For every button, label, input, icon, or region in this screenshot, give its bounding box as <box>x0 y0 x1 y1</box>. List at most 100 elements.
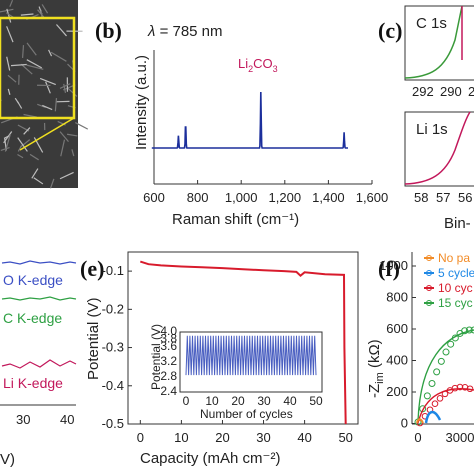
x-tick-label: 10 <box>174 430 188 445</box>
panel-f: (f) -Zim (kΩ) 1000 800 600 400 200 00 3000 No … <box>366 251 474 445</box>
micrograph-needle <box>37 103 46 109</box>
inset-ylabel: Potential (V) <box>149 324 163 390</box>
y-tick-label: -0.3 <box>102 340 124 355</box>
panel-b-xlabel: Raman shift (cm⁻¹) <box>172 211 299 228</box>
y-tick-label: -0.4 <box>102 378 124 393</box>
micrograph-needle <box>0 146 10 152</box>
panel-d-tick-40: 40 <box>60 412 74 427</box>
micrograph-needle <box>71 149 75 157</box>
panel-a-micrograph <box>0 0 89 189</box>
legend-marker <box>426 300 432 306</box>
y-tick-label: 1000 <box>379 258 408 273</box>
li1s-tick-label: 56 <box>458 190 472 205</box>
cycle10-point <box>456 383 464 391</box>
cycle15-markers <box>414 326 474 426</box>
micrograph-needle <box>60 139 66 157</box>
li1s-tick-label: 57 <box>436 190 450 205</box>
micrograph-needle <box>20 13 34 16</box>
x-tick-label: 30 <box>256 430 270 445</box>
cycling-curve <box>185 335 317 376</box>
micrograph-needle <box>10 63 27 67</box>
inset-xlabel: Number of cycles <box>200 407 293 421</box>
y-tick-label: -0.2 <box>102 301 124 316</box>
micrograph-needle <box>74 122 89 130</box>
legend-label: 15 cyc <box>438 296 473 310</box>
cycle15-point <box>423 392 431 400</box>
micrograph-needle <box>6 8 12 23</box>
legend-marker <box>426 285 432 291</box>
micrograph-needle <box>0 8 14 13</box>
x-tick-label: 1,600 <box>356 190 389 205</box>
inset-y-tick: 2.8 <box>160 369 177 383</box>
micrograph-needle <box>26 42 37 56</box>
micrograph-needle <box>26 59 43 69</box>
zoom-inset-box <box>0 16 76 120</box>
panel-e-letter: (e) <box>80 256 104 281</box>
c1s-x-ticks: 292 290 2 <box>412 84 474 99</box>
cycle15-point <box>433 368 441 376</box>
c1s-fit-curve <box>404 5 463 79</box>
micrograph-needle <box>66 87 78 97</box>
micrograph-needle <box>54 98 58 112</box>
micrograph-needle <box>29 153 39 161</box>
micrograph-needle <box>66 133 78 137</box>
micrograph-needle <box>7 88 11 95</box>
micrograph-needle <box>9 0 14 7</box>
panel-f-letter: (f) <box>378 256 400 281</box>
panel-c-xlabel: Bin- <box>444 215 471 232</box>
micrograph-image <box>0 0 78 188</box>
micrograph-needle <box>59 131 69 142</box>
micrograph-needle <box>23 127 31 135</box>
micrograph-needle <box>42 104 53 111</box>
micrograph-needle <box>31 168 39 179</box>
x-tick-label: 1,400 <box>312 190 345 205</box>
y-tick-label: 600 <box>386 321 408 336</box>
c1s-tick-label: 290 <box>440 84 462 99</box>
micrograph-needle <box>7 74 17 83</box>
micrograph-needle <box>6 56 11 71</box>
micrograph-needle <box>50 51 67 62</box>
micrograph-needle <box>49 178 55 189</box>
cycle10-point <box>441 390 449 398</box>
x-tick-label: 3000 <box>446 430 474 445</box>
micrograph-needle <box>23 113 37 118</box>
raman-spectrum-line <box>151 91 348 149</box>
y-tick-label: 800 <box>386 290 408 305</box>
li1s-tick-label: 58 <box>414 190 428 205</box>
legend-marker <box>426 270 432 276</box>
y-tick-label: 200 <box>386 384 408 399</box>
inset-y-tick: 3.8 <box>160 332 177 346</box>
micrograph-needle <box>56 24 67 37</box>
x-tick-label: 20 <box>215 430 229 445</box>
cycle15-point <box>470 326 474 334</box>
cycle10-arc <box>417 388 474 424</box>
panel-d-tick-30: 30 <box>16 412 30 427</box>
micrograph-needle <box>26 64 44 70</box>
li1s-label: Li 1s <box>416 121 448 138</box>
micrograph-needle <box>17 137 28 152</box>
c1s-label: C 1s <box>416 15 447 32</box>
micrograph-needle <box>33 177 44 185</box>
micrograph-needle <box>6 26 14 43</box>
micrograph-needle <box>59 83 71 89</box>
x-tick-label: 0 <box>414 430 421 445</box>
panel-b: (b) λ = 785 nm Intensity (a.u.) Raman sh… <box>95 18 388 228</box>
c1s-frame <box>404 5 474 81</box>
panel-b-ylabel: Intensity (a.u.) <box>133 55 150 150</box>
lambda-annotation: λ = 785 nm <box>147 23 223 40</box>
inset-x-tick: 10 <box>205 394 219 408</box>
cycle10-point <box>466 385 474 393</box>
x-tick-label: 50 <box>338 430 352 445</box>
y-tick-label: 400 <box>386 353 408 368</box>
x-tick-label: 1,000 <box>225 190 258 205</box>
li-k-edge-curve <box>1 359 77 369</box>
panel-b-letter: (b) <box>95 18 122 43</box>
inset-y-tick: 3.2 <box>160 354 177 368</box>
o-k-edge-curve <box>1 260 77 265</box>
c1s-tick-label: 292 <box>412 84 434 99</box>
li-k-edge-label: Li K-edge <box>3 375 63 391</box>
micrograph-needle <box>45 81 51 94</box>
inset-x-tick: 0 <box>183 394 190 408</box>
legend-marker <box>426 255 432 261</box>
cycle15-point <box>451 334 459 342</box>
